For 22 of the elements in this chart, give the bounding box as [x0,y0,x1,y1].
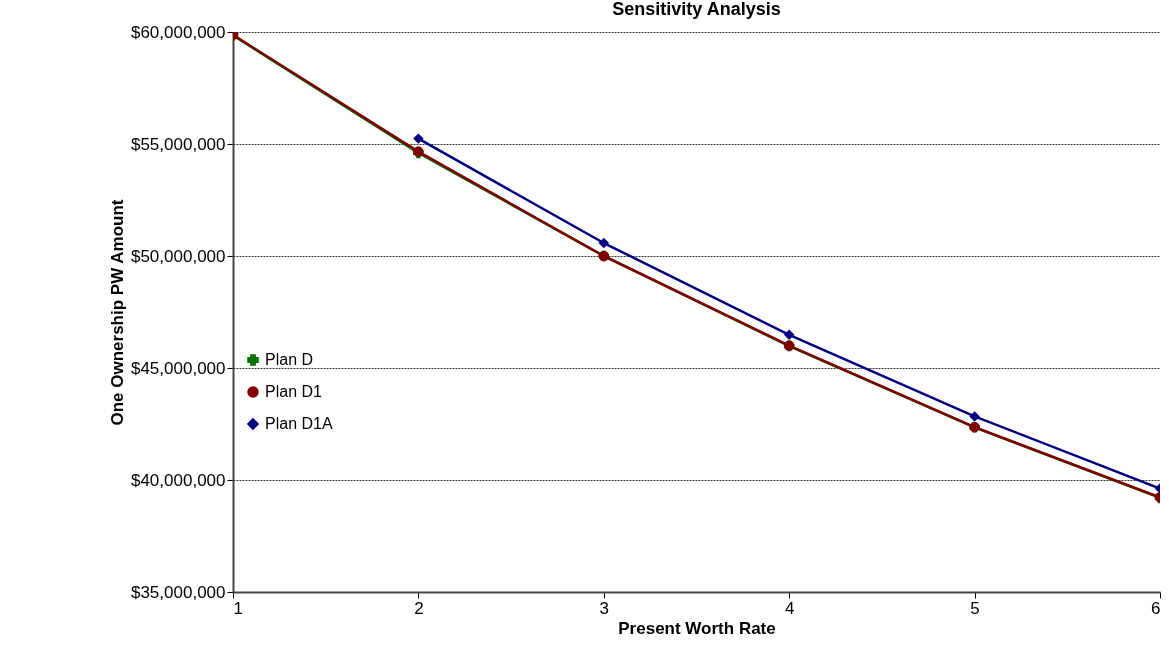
x-tick-label: 5 [970,598,980,618]
point [413,133,424,144]
y-tick-label: $40,000,000 [130,470,226,490]
x-tick-label: 2 [414,598,424,618]
x-tick-label: 1 [233,598,243,618]
legend-label: Plan D [265,351,314,368]
y-tick-label: $50,000,000 [130,246,226,266]
point [783,329,795,341]
legend-label: Plan D1 [265,383,323,400]
chart-title: Sensitivity Analysis [612,0,781,19]
x-axis-title: Present Worth Rate [618,618,776,638]
y-tick-label: $35,000,000 [130,582,226,602]
x-tick-label: 3 [599,598,610,618]
point [969,411,980,422]
x-tick-label: 6 [1151,598,1161,618]
y-tick-label: $45,000,000 [130,358,226,378]
y-tick-label: $60,000,000 [130,22,226,42]
point [598,237,610,249]
legend-label: Plan D1A [265,415,333,432]
x-tick-label: 4 [784,598,795,618]
y-tick-label: $55,000,000 [130,134,226,154]
y-axis-title: One Ownership PW Amount [107,199,127,426]
